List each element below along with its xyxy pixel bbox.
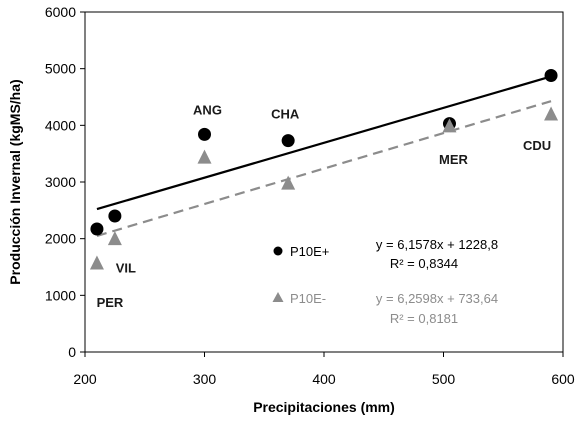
point-label-per: PER	[97, 295, 124, 310]
data-point-series-2	[197, 149, 212, 164]
point-labels: PER VIL ANG CHA MER CDU	[97, 102, 552, 310]
data-point-series-1	[198, 127, 211, 141]
x-tick-label: 600	[551, 371, 575, 387]
y-axis: 0 1000 2000 3000 4000 5000 6000	[45, 4, 85, 360]
trend-r2-series-1: R² = 0,8344	[390, 256, 458, 271]
legend-marker-triangle	[272, 292, 284, 302]
point-label-vil: VIL	[116, 261, 136, 276]
point-label-cdu: CDU	[523, 138, 551, 153]
legend-label-series-2: P10E-	[290, 291, 326, 306]
x-tick-label: 300	[193, 371, 217, 387]
plot-area	[84, 11, 564, 353]
data-point-series-2	[442, 118, 457, 133]
point-label-mer: MER	[439, 152, 469, 167]
x-tick-label: 500	[432, 371, 456, 387]
data-point-series-2	[107, 231, 122, 246]
trend-equation-series-2: y = 6,2598x + 733,64	[376, 291, 498, 306]
trend-equation-series-1: y = 6,1578x + 1228,8	[376, 237, 498, 252]
data-point-series-2	[281, 175, 296, 190]
data-point-series-2	[89, 255, 104, 270]
y-tick-label: 1000	[45, 287, 76, 303]
trendlines	[96, 75, 552, 237]
data-point-series-1	[544, 68, 558, 82]
x-axis-title: Precipitaciones (mm)	[253, 399, 395, 415]
x-tick-label: 200	[73, 371, 97, 387]
y-tick-label: 3000	[45, 174, 76, 190]
legend: P10E+ y = 6,1578x + 1228,8 R² = 0,8344 P10E…	[272, 237, 498, 326]
y-axis-title: Producción Invernal (kgMS/ha)	[7, 79, 23, 284]
y-tick-label: 2000	[45, 231, 76, 247]
trend-r2-series-2: R² = 0,8181	[390, 311, 458, 326]
x-axis: 200 300 400 500 600	[73, 352, 575, 387]
y-tick-label: 5000	[45, 61, 76, 77]
y-tick-label: 0	[68, 344, 76, 360]
point-label-ang: ANG	[193, 102, 222, 117]
point-label-cha: CHA	[271, 107, 300, 122]
data-point-series-2	[544, 106, 559, 121]
x-tick-label: 400	[312, 371, 336, 387]
data-points	[89, 68, 559, 270]
data-point-series-1	[108, 209, 122, 223]
legend-marker-circle	[273, 246, 283, 256]
y-tick-label: 4000	[45, 117, 76, 133]
legend-label-series-1: P10E+	[290, 244, 329, 259]
data-point-series-1	[281, 134, 295, 148]
data-point-series-1	[90, 222, 104, 236]
trendline-series-1	[96, 75, 552, 211]
y-tick-label: 6000	[45, 4, 76, 20]
